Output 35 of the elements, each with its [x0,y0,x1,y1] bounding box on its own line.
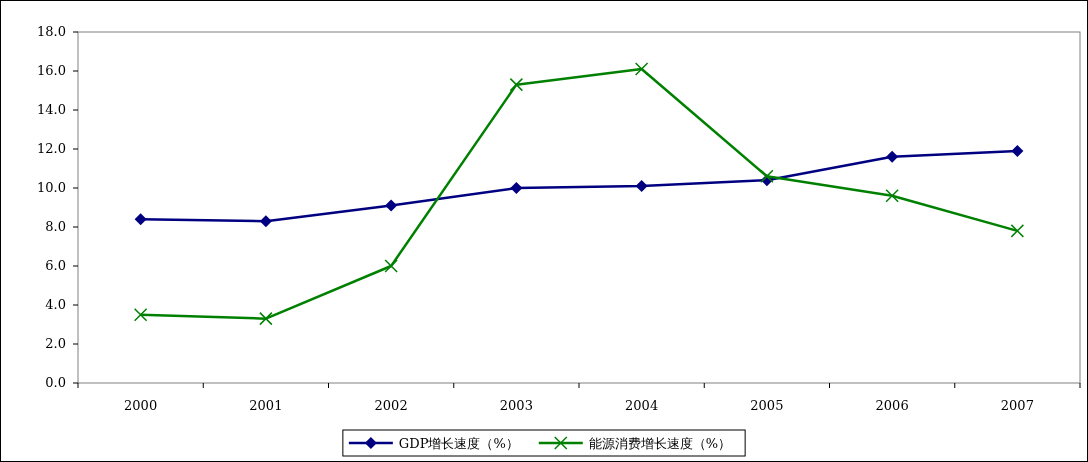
point [1011,144,1024,157]
y-tick-label: 6.0 [45,258,66,273]
x-tick-label: 2005 [750,398,784,413]
x-tick-label: 2004 [625,398,659,413]
y-tick-label: 16.0 [37,63,66,78]
x-tick-label: 2006 [875,398,909,413]
point [384,259,398,273]
x-tick-label: 2001 [249,398,283,413]
point [510,182,523,194]
point [885,189,899,203]
x-tick-label: 2000 [124,398,158,413]
point [134,213,147,226]
x-tick-label: 2003 [499,398,533,413]
point [635,180,648,193]
y-tick-label: 12.0 [37,141,66,156]
point [886,150,899,163]
y-tick-label: 10.0 [37,180,66,195]
y-tick-label: 8.0 [45,219,66,234]
x-tick-label: 2007 [1000,398,1034,413]
point [509,77,524,92]
y-tick-label: 14.0 [37,102,66,117]
point [634,62,649,76]
point [259,311,273,326]
y-tick-label: 0.0 [45,375,66,390]
y-tick-label: 4.0 [45,297,66,312]
point [259,215,272,228]
legend-label: 能源消费增长速度（%） [588,436,732,451]
point [1010,224,1025,238]
point [760,169,774,184]
legend-label: GDP增长速度（%） [398,436,519,451]
x-tick-label: 2002 [374,398,408,413]
point [385,199,398,212]
point [133,308,148,322]
y-tick-label: 18.0 [37,24,66,39]
y-tick-label: 2.0 [45,336,66,351]
